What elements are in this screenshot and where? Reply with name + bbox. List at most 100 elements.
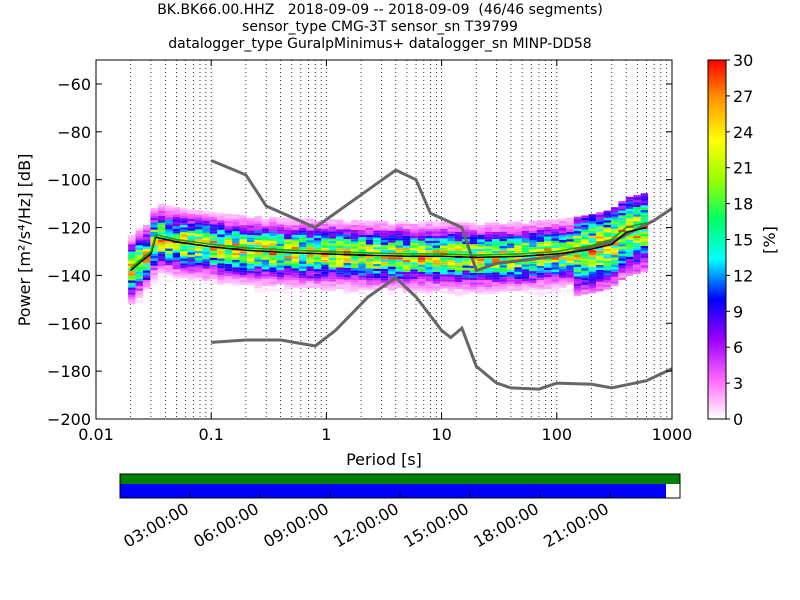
- psd-cell: [395, 230, 403, 234]
- psd-cell: [202, 220, 210, 224]
- psd-cell: [640, 262, 649, 266]
- psd-cell: [588, 262, 597, 265]
- psd-cell: [298, 232, 307, 236]
- psd-cell: [313, 276, 322, 279]
- psd-cell: [291, 232, 299, 235]
- psd-cell: [306, 240, 314, 243]
- psd-cell: [395, 269, 403, 272]
- psd-cell: [506, 262, 515, 265]
- psd-cell: [536, 292, 545, 295]
- coverage-tick-label: 18:00:00: [470, 499, 542, 551]
- psd-cell: [284, 241, 292, 245]
- psd-cell: [306, 235, 314, 238]
- psd-cell: [581, 270, 589, 273]
- psd-cell: [254, 290, 262, 293]
- psd-cell: [380, 276, 389, 279]
- psd-cell: [618, 272, 626, 276]
- psd-cell: [157, 232, 166, 235]
- psd-cell: [232, 276, 240, 280]
- psd-cell: [328, 231, 337, 234]
- psd-cell: [417, 245, 426, 248]
- psd-cell: [425, 223, 433, 227]
- y-tick-label: −180: [47, 362, 91, 381]
- psd-cell: [618, 232, 626, 235]
- psd-cell: [633, 233, 641, 236]
- psd-cell: [128, 239, 136, 243]
- psd-cell: [566, 234, 574, 237]
- psd-cell: [269, 228, 277, 232]
- psd-cell: [150, 210, 158, 213]
- psd-cell: [432, 235, 441, 239]
- psd-cell: [232, 224, 240, 227]
- psd-cell: [566, 289, 574, 292]
- psd-cell: [544, 258, 552, 261]
- psd-cell: [625, 196, 634, 200]
- psd-cell: [618, 201, 626, 204]
- psd-cell: [588, 276, 597, 279]
- psd-cell: [477, 284, 485, 288]
- psd-cell: [165, 231, 173, 235]
- psd-cell: [328, 283, 337, 287]
- psd-cell: [521, 230, 530, 234]
- psd-cell: [625, 273, 634, 276]
- psd-cell: [239, 251, 247, 254]
- psd-cell: [165, 260, 173, 263]
- psd-cell: [506, 257, 515, 261]
- psd-cell: [544, 272, 552, 275]
- psd-cell: [499, 241, 507, 244]
- psd-cell: [336, 229, 344, 232]
- psd-cell: [180, 217, 188, 221]
- psd-cell: [365, 220, 374, 223]
- psd-cell: [440, 238, 448, 241]
- psd-cell: [588, 233, 597, 236]
- psd-cell: [425, 293, 433, 296]
- psd-cell: [128, 292, 136, 295]
- psd-cell: [194, 231, 203, 235]
- psd-cell: [388, 230, 396, 234]
- psd-cell: [306, 271, 314, 274]
- psd-cell: [224, 273, 233, 276]
- psd-cell: [603, 215, 611, 218]
- psd-cell: [447, 236, 455, 239]
- psd-cell: [217, 258, 225, 261]
- psd-cell: [380, 268, 389, 272]
- psd-cell: [633, 199, 641, 203]
- psd-cell: [581, 282, 589, 285]
- psd-cell: [618, 248, 626, 252]
- psd-cell: [194, 246, 203, 249]
- psd-cell: [395, 221, 403, 224]
- psd-cell: [217, 215, 225, 218]
- psd-cell: [625, 259, 634, 262]
- psd-cell: [573, 281, 582, 284]
- psd-cell: [447, 288, 455, 292]
- psd-cell: [633, 207, 641, 210]
- psd-cell: [373, 237, 381, 240]
- psd-cell: [432, 243, 441, 246]
- psd-cell: [633, 216, 641, 220]
- psd-cell: [135, 238, 143, 241]
- psd-cell: [306, 244, 314, 248]
- psd-cell: [194, 210, 203, 213]
- psd-cell: [194, 222, 203, 225]
- psd-cell: [172, 250, 181, 253]
- psd-cell: [417, 250, 426, 253]
- psd-cell: [581, 268, 589, 271]
- psd-cell: [625, 218, 634, 221]
- psd-cell: [165, 270, 173, 273]
- psd-cell: [566, 253, 574, 256]
- psd-cell: [276, 217, 285, 220]
- psd-cell: [625, 251, 634, 255]
- psd-cell: [224, 230, 233, 233]
- psd-cell: [633, 245, 641, 248]
- psd-cell: [551, 240, 559, 244]
- psd-cell: [469, 241, 478, 245]
- psd-cell: [172, 233, 181, 236]
- psd-cell: [336, 236, 344, 239]
- psd-cell: [492, 284, 500, 287]
- psd-cell: [172, 223, 181, 227]
- psd-cell: [321, 266, 329, 270]
- psd-cell: [365, 280, 374, 283]
- psd-cell: [581, 275, 589, 278]
- psd-cell: [298, 237, 307, 240]
- psd-cell: [521, 273, 530, 277]
